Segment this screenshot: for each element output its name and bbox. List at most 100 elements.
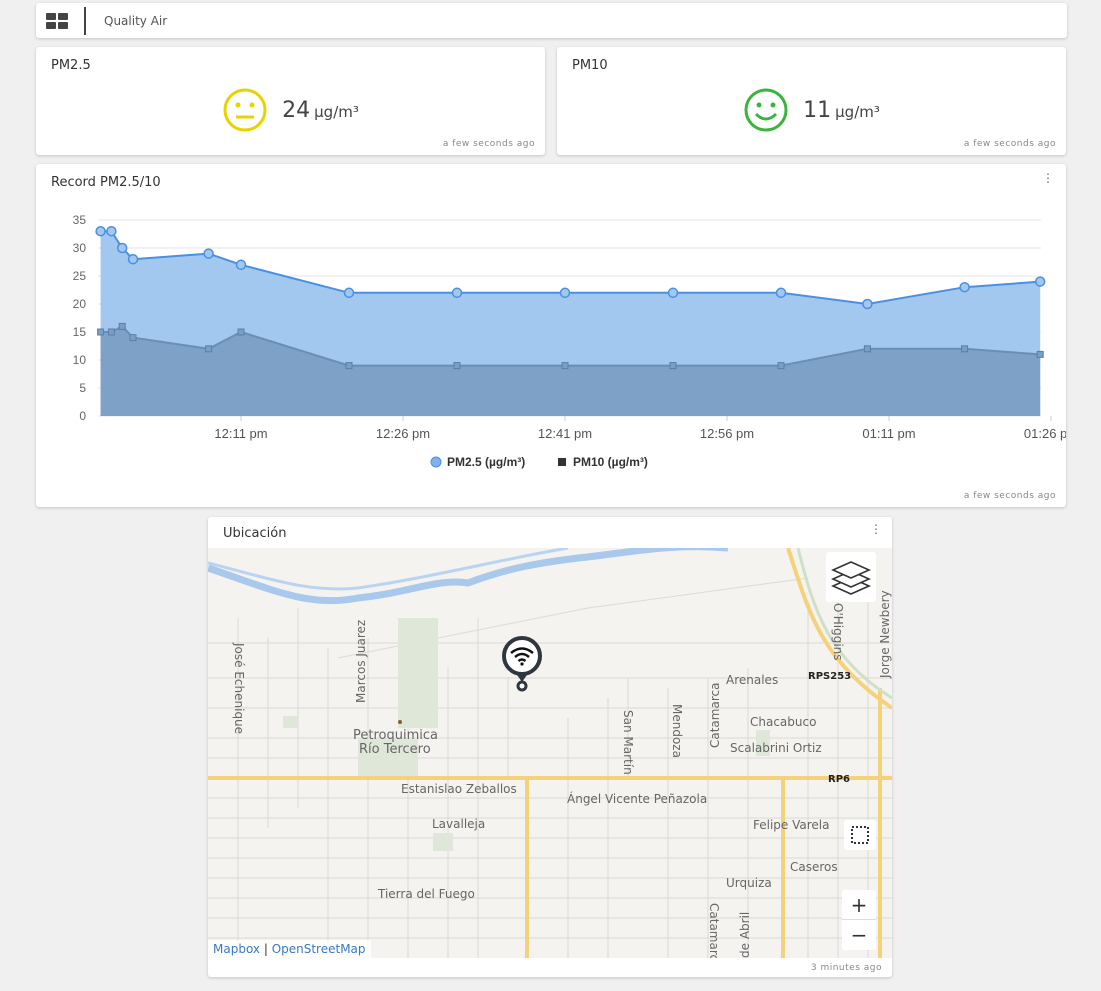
pm10-point bbox=[237, 328, 245, 336]
street-label: Ángel Vicente Peñazola bbox=[567, 792, 708, 806]
pm10-point bbox=[118, 322, 126, 330]
neutral-face-icon bbox=[223, 88, 267, 132]
street-label: José Echenique bbox=[232, 643, 246, 735]
y-tick-label: 25 bbox=[73, 269, 87, 283]
place-label: Petroquimica bbox=[353, 728, 438, 743]
wifi-pin-icon[interactable] bbox=[497, 634, 547, 694]
smiley-face-icon bbox=[744, 88, 788, 132]
kebab-menu-icon[interactable]: ⋮ bbox=[870, 522, 882, 536]
pm25-point bbox=[116, 242, 128, 254]
pm10-updated: a few seconds ago bbox=[963, 139, 1056, 149]
pm25-point bbox=[235, 259, 247, 271]
x-tick-label: 12:56 pm bbox=[700, 426, 754, 441]
street-label: Felipe Varela bbox=[753, 818, 830, 832]
pm25-point bbox=[559, 287, 571, 299]
street-label: de Abril bbox=[738, 911, 752, 958]
x-tick-label: 12:41 pm bbox=[538, 426, 592, 441]
pm25-point bbox=[775, 287, 787, 299]
street-label: Catamarca bbox=[707, 903, 721, 958]
zoom-in-button[interactable]: + bbox=[842, 890, 876, 920]
pm25-updated: a few seconds ago bbox=[442, 139, 535, 149]
pm10-point bbox=[107, 328, 115, 336]
pm10-point bbox=[205, 345, 213, 353]
pm25-point bbox=[127, 253, 139, 265]
map-title: Ubicación bbox=[223, 526, 287, 541]
map-updated: 3 minutes ago bbox=[810, 963, 882, 973]
pm25-unit: µg/m³ bbox=[314, 102, 359, 121]
series-area bbox=[100, 326, 1041, 416]
y-tick-label: 35 bbox=[73, 213, 87, 227]
pm25-card: PM2.5 24 µg/m³ a few seconds ago bbox=[36, 47, 545, 155]
x-tick-label: 12:26 pm bbox=[376, 426, 430, 441]
y-tick-label: 10 bbox=[73, 353, 87, 367]
street-label: Scalabrini Ortiz bbox=[730, 741, 822, 755]
street-label: Tierra del Fuego bbox=[378, 887, 475, 901]
divider bbox=[84, 6, 86, 35]
x-tick-label: 12:11 pm bbox=[214, 426, 267, 441]
y-tick-label: 20 bbox=[73, 297, 87, 311]
pm10-point bbox=[561, 362, 569, 370]
layers-icon bbox=[831, 561, 871, 595]
area-chart: 0 5 10 15 20 25 30 35 12:11 pm 12:26 pm 12:41 pm 12… bbox=[73, 213, 1066, 469]
layers-button[interactable] bbox=[826, 552, 876, 602]
pm10-point bbox=[129, 334, 137, 342]
route-label: RP6 bbox=[828, 774, 850, 785]
chart-title: Record PM2.5/10 bbox=[51, 175, 161, 190]
chart-card: Record PM2.5/10 ⋮ 0 5 10 15 20 25 30 35 12:11 pm… bbox=[36, 164, 1066, 507]
pm10-point bbox=[777, 362, 785, 370]
app-title: Quality Air bbox=[104, 13, 168, 28]
box-select-button[interactable] bbox=[844, 820, 876, 850]
pm10-point bbox=[961, 345, 969, 353]
pm10-card: PM10 11 µg/m³ a few seconds ago bbox=[557, 47, 1066, 155]
street-label: Caseros bbox=[790, 860, 838, 874]
pm10-point bbox=[669, 362, 677, 370]
pm25-point bbox=[667, 287, 679, 299]
pm25-point bbox=[959, 281, 970, 293]
mapbox-link[interactable]: Mapbox bbox=[213, 942, 261, 956]
chart-updated: a few seconds ago bbox=[963, 491, 1056, 501]
route-label: RPS253 bbox=[808, 671, 852, 682]
street-label: Chacabuco bbox=[750, 715, 817, 729]
pm10-point bbox=[863, 345, 871, 353]
pm25-title: PM2.5 bbox=[51, 58, 91, 73]
pm25-value: 24 bbox=[282, 97, 311, 123]
street-label: O'Higgins bbox=[831, 603, 845, 661]
pm25-point bbox=[95, 225, 106, 237]
street-label: Jorge Newbery bbox=[878, 590, 892, 678]
street-label: Urquiza bbox=[726, 876, 772, 890]
map-card: José Echenique Marcos Juarez Petroquimic… bbox=[208, 517, 892, 977]
zoom-out-button[interactable]: − bbox=[842, 920, 876, 950]
pm25-point bbox=[1034, 276, 1046, 287]
street-label: Arenales bbox=[726, 673, 779, 687]
y-tick-label: 15 bbox=[73, 325, 87, 339]
pm25-point bbox=[106, 225, 117, 237]
map-view[interactable]: José Echenique Marcos Juarez Petroquimic… bbox=[208, 548, 892, 958]
pm10-point bbox=[453, 362, 461, 370]
street-label: Mendoza bbox=[670, 704, 684, 758]
street-label: Estanislao Zeballos bbox=[401, 782, 517, 796]
map-tiles bbox=[208, 548, 892, 958]
street-label: San Martín bbox=[621, 710, 635, 775]
grid-icon[interactable] bbox=[46, 12, 68, 29]
pm10-title: PM10 bbox=[572, 58, 608, 73]
legend-pm25-marker bbox=[430, 456, 442, 468]
legend-pm10-label: PM10 (µg/m³) bbox=[573, 455, 648, 469]
y-tick-label: 5 bbox=[79, 381, 86, 395]
pm25-point bbox=[343, 287, 355, 299]
top-bar: Quality Air bbox=[36, 3, 1067, 38]
pm25-point bbox=[451, 287, 463, 299]
pm10-point bbox=[1036, 350, 1044, 358]
pm25-point bbox=[862, 298, 873, 310]
x-tick-label: 01:11 pm bbox=[862, 426, 915, 441]
openstreetmap-link[interactable]: OpenStreetMap bbox=[271, 942, 366, 956]
y-tick-label: 0 bbox=[79, 409, 86, 423]
place-label: Río Tercero bbox=[359, 742, 431, 757]
legend-pm25-label: PM2.5 (µg/m³) bbox=[447, 455, 525, 469]
legend-pm10-marker bbox=[558, 458, 566, 466]
pm10-unit: µg/m³ bbox=[835, 102, 880, 121]
pm10-value: 11 bbox=[803, 97, 832, 123]
map-attribution: Mapbox | OpenStreetMap bbox=[208, 940, 371, 958]
x-tick-label: 01:26 pm bbox=[1024, 426, 1066, 441]
pm10-point bbox=[97, 328, 105, 336]
y-tick-label: 30 bbox=[73, 241, 87, 255]
